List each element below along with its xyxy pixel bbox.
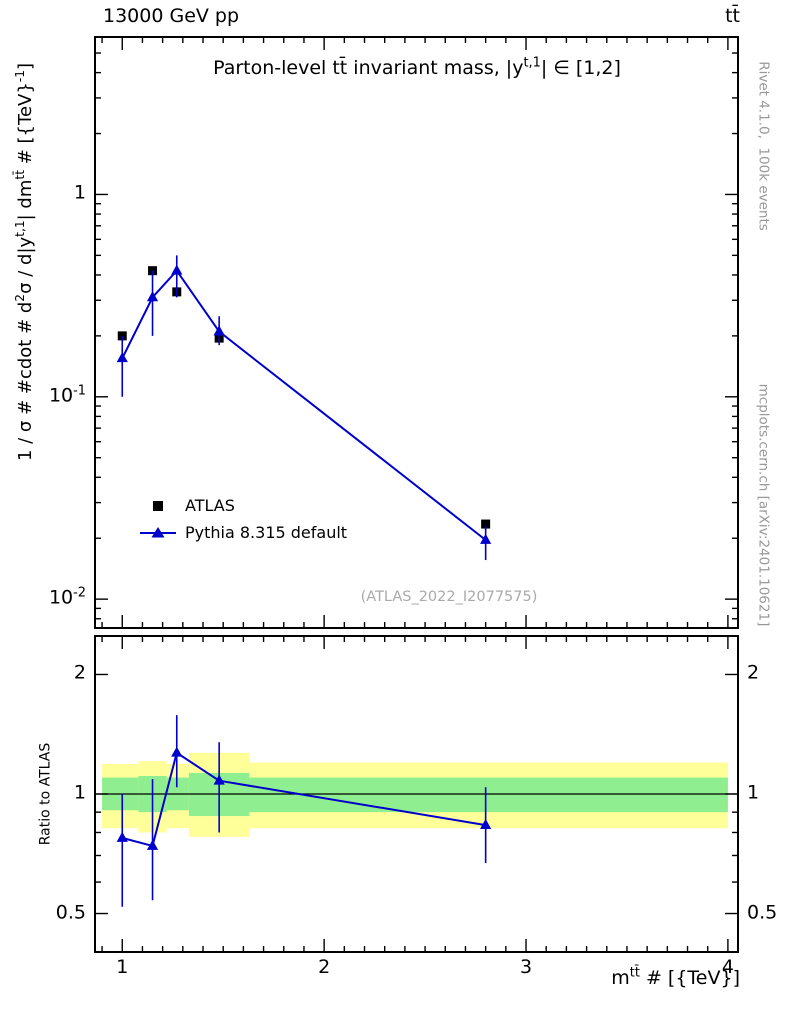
x-axis-label: mtt̄ # [{TeV}] xyxy=(611,965,740,989)
x-tick-label: 4 xyxy=(721,956,734,978)
plot-title: Parton-level tt̄ invariant mass, |yt,1| … xyxy=(213,55,621,79)
legend: ATLAS Pythia 8.315 default xyxy=(139,492,347,546)
ratio-tick-label-right: 0.5 xyxy=(747,901,778,924)
ratio-tick-label-left: 0.5 xyxy=(55,901,86,924)
process-label: tt̄ xyxy=(725,5,740,27)
mcplots-reference-label: mcplots.cern.ch [arXiv:2401.10621] xyxy=(755,383,772,627)
x-tick-label: 2 xyxy=(318,956,331,978)
ratio-tick-label-right: 2 xyxy=(747,662,760,685)
rivet-version-label: Rivet 4.1.0, 100k events xyxy=(755,61,772,231)
y-main-tick-label: 10-2 xyxy=(48,585,86,609)
ratio-tick-label-left: 1 xyxy=(73,781,86,804)
ratio-uncertainty-bands xyxy=(95,752,738,837)
y-main-tick-label: 10-1 xyxy=(48,383,86,407)
x-tick-label: 3 xyxy=(519,956,533,978)
data-series xyxy=(116,255,492,907)
beam-energy-label: 13000 GeV pp xyxy=(103,5,240,27)
atlas-marker-swatch xyxy=(139,498,177,514)
x-tick-label: 1 xyxy=(116,956,129,978)
y-main-tick-label: 1 xyxy=(73,182,86,205)
ratio-tick-label-right: 1 xyxy=(747,781,760,804)
legend-item-pythia: Pythia 8.315 default xyxy=(139,519,347,546)
ratio-tick-label-left: 2 xyxy=(73,662,86,685)
y-axis-label-ratio: Ratio to ATLAS xyxy=(37,742,54,846)
pythia-marker-swatch xyxy=(139,525,177,541)
legend-label-atlas: ATLAS xyxy=(185,496,235,515)
y-axis-label-main: 1 / σ # #cdot # d2σ / d|yt,1| dmtt̄ # [{… xyxy=(13,62,37,462)
analysis-id-watermark: (ATLAS_2022_I2077575) xyxy=(360,589,538,605)
legend-item-atlas: ATLAS xyxy=(139,492,347,519)
axes-frame xyxy=(94,36,739,953)
legend-label-pythia: Pythia 8.315 default xyxy=(185,523,348,542)
